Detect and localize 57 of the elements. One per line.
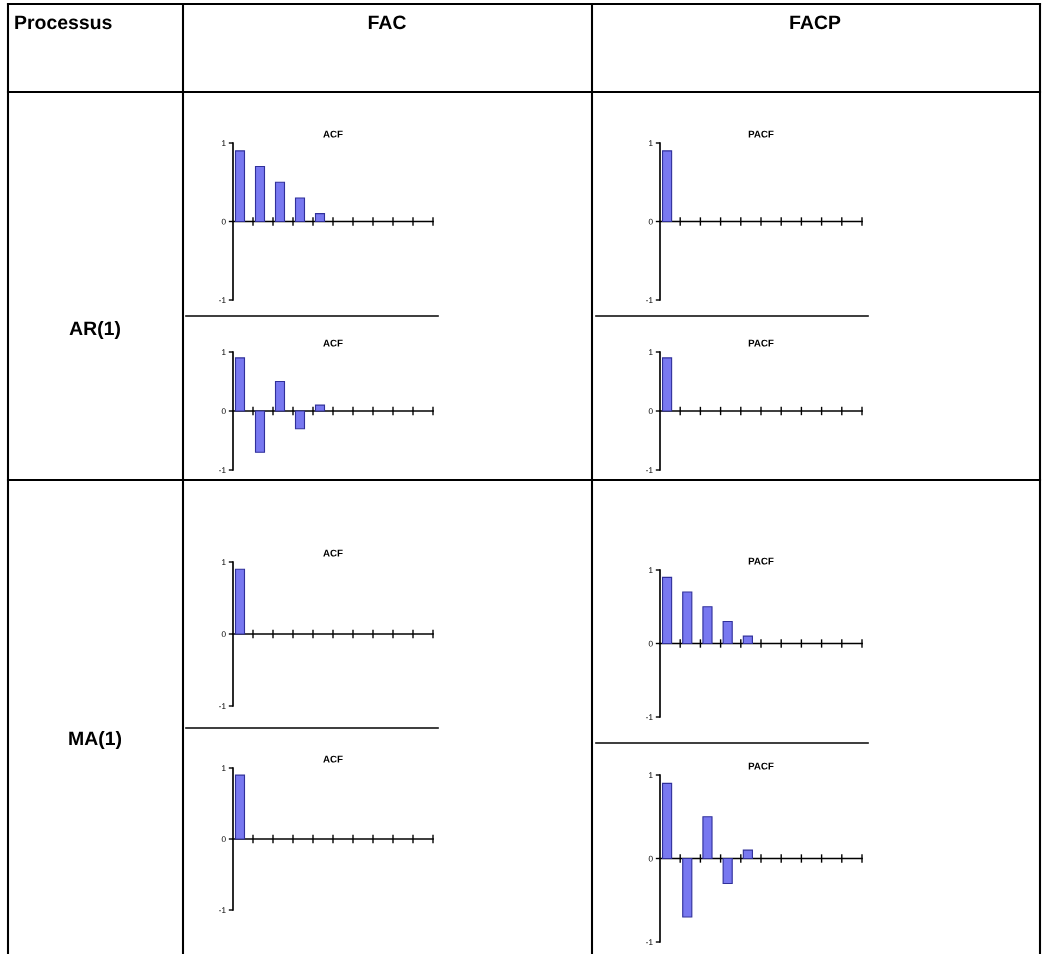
y-tick-label: -1 — [219, 703, 226, 710]
y-tick-label: 0 — [221, 408, 226, 415]
chart-title: PACF — [748, 762, 774, 770]
y-tick-label: 0 — [221, 218, 226, 225]
y-tick-label: 1 — [222, 765, 226, 772]
chart-title: ACF — [323, 755, 343, 763]
text: MA(1) — [69, 730, 122, 750]
y-tick-label: -1 — [646, 714, 653, 721]
bar — [702, 816, 713, 860]
bar — [234, 357, 246, 412]
y-tick-label: 0 — [221, 631, 226, 638]
chart-title: ACF — [323, 339, 343, 347]
bar — [274, 181, 286, 223]
bar — [661, 782, 673, 860]
y-tick-label: -1 — [646, 939, 653, 946]
bar — [314, 213, 326, 223]
y-tick-label: 0 — [648, 408, 653, 415]
chart-title: ACF — [323, 130, 343, 138]
text: AR(1) — [69, 320, 120, 340]
y-tick-label: 0 — [648, 218, 653, 225]
text: FACP — [790, 15, 841, 30]
chart-title: PACF — [748, 339, 774, 347]
y-tick-label: -1 — [646, 297, 653, 304]
y-tick-label: 0 — [648, 855, 653, 862]
bar — [661, 576, 673, 645]
bar — [254, 410, 266, 453]
bar — [742, 635, 753, 645]
bar — [682, 591, 693, 645]
bar — [294, 410, 306, 430]
y-tick-label: 1 — [222, 140, 226, 147]
bar — [254, 165, 266, 223]
text: FAC — [368, 15, 406, 30]
bar — [722, 620, 733, 645]
bar — [682, 857, 693, 918]
y-tick-label: 0 — [221, 836, 226, 843]
bar — [234, 150, 246, 223]
y-tick-label: 1 — [649, 772, 653, 779]
y-tick-label: -1 — [219, 907, 226, 914]
y-tick-label: -1 — [219, 297, 226, 304]
y-tick-label: 1 — [649, 349, 653, 356]
y-tick-label: 0 — [648, 640, 653, 647]
bar — [722, 857, 733, 885]
y-tick-label: 1 — [649, 567, 653, 574]
y-tick-label: 1 — [222, 349, 226, 356]
bar — [294, 197, 306, 223]
bar — [314, 404, 326, 412]
y-tick-label: 1 — [222, 559, 226, 566]
bar — [742, 849, 753, 860]
y-tick-label: 1 — [649, 140, 653, 147]
y-tick-label: -1 — [219, 467, 226, 474]
text: Processus — [15, 15, 112, 30]
chart-title: PACF — [748, 557, 774, 565]
chart-title: ACF — [323, 549, 343, 557]
y-tick-label: -1 — [646, 467, 653, 474]
bar — [702, 606, 713, 645]
bar — [274, 380, 286, 412]
chart-title: PACF — [748, 130, 774, 138]
